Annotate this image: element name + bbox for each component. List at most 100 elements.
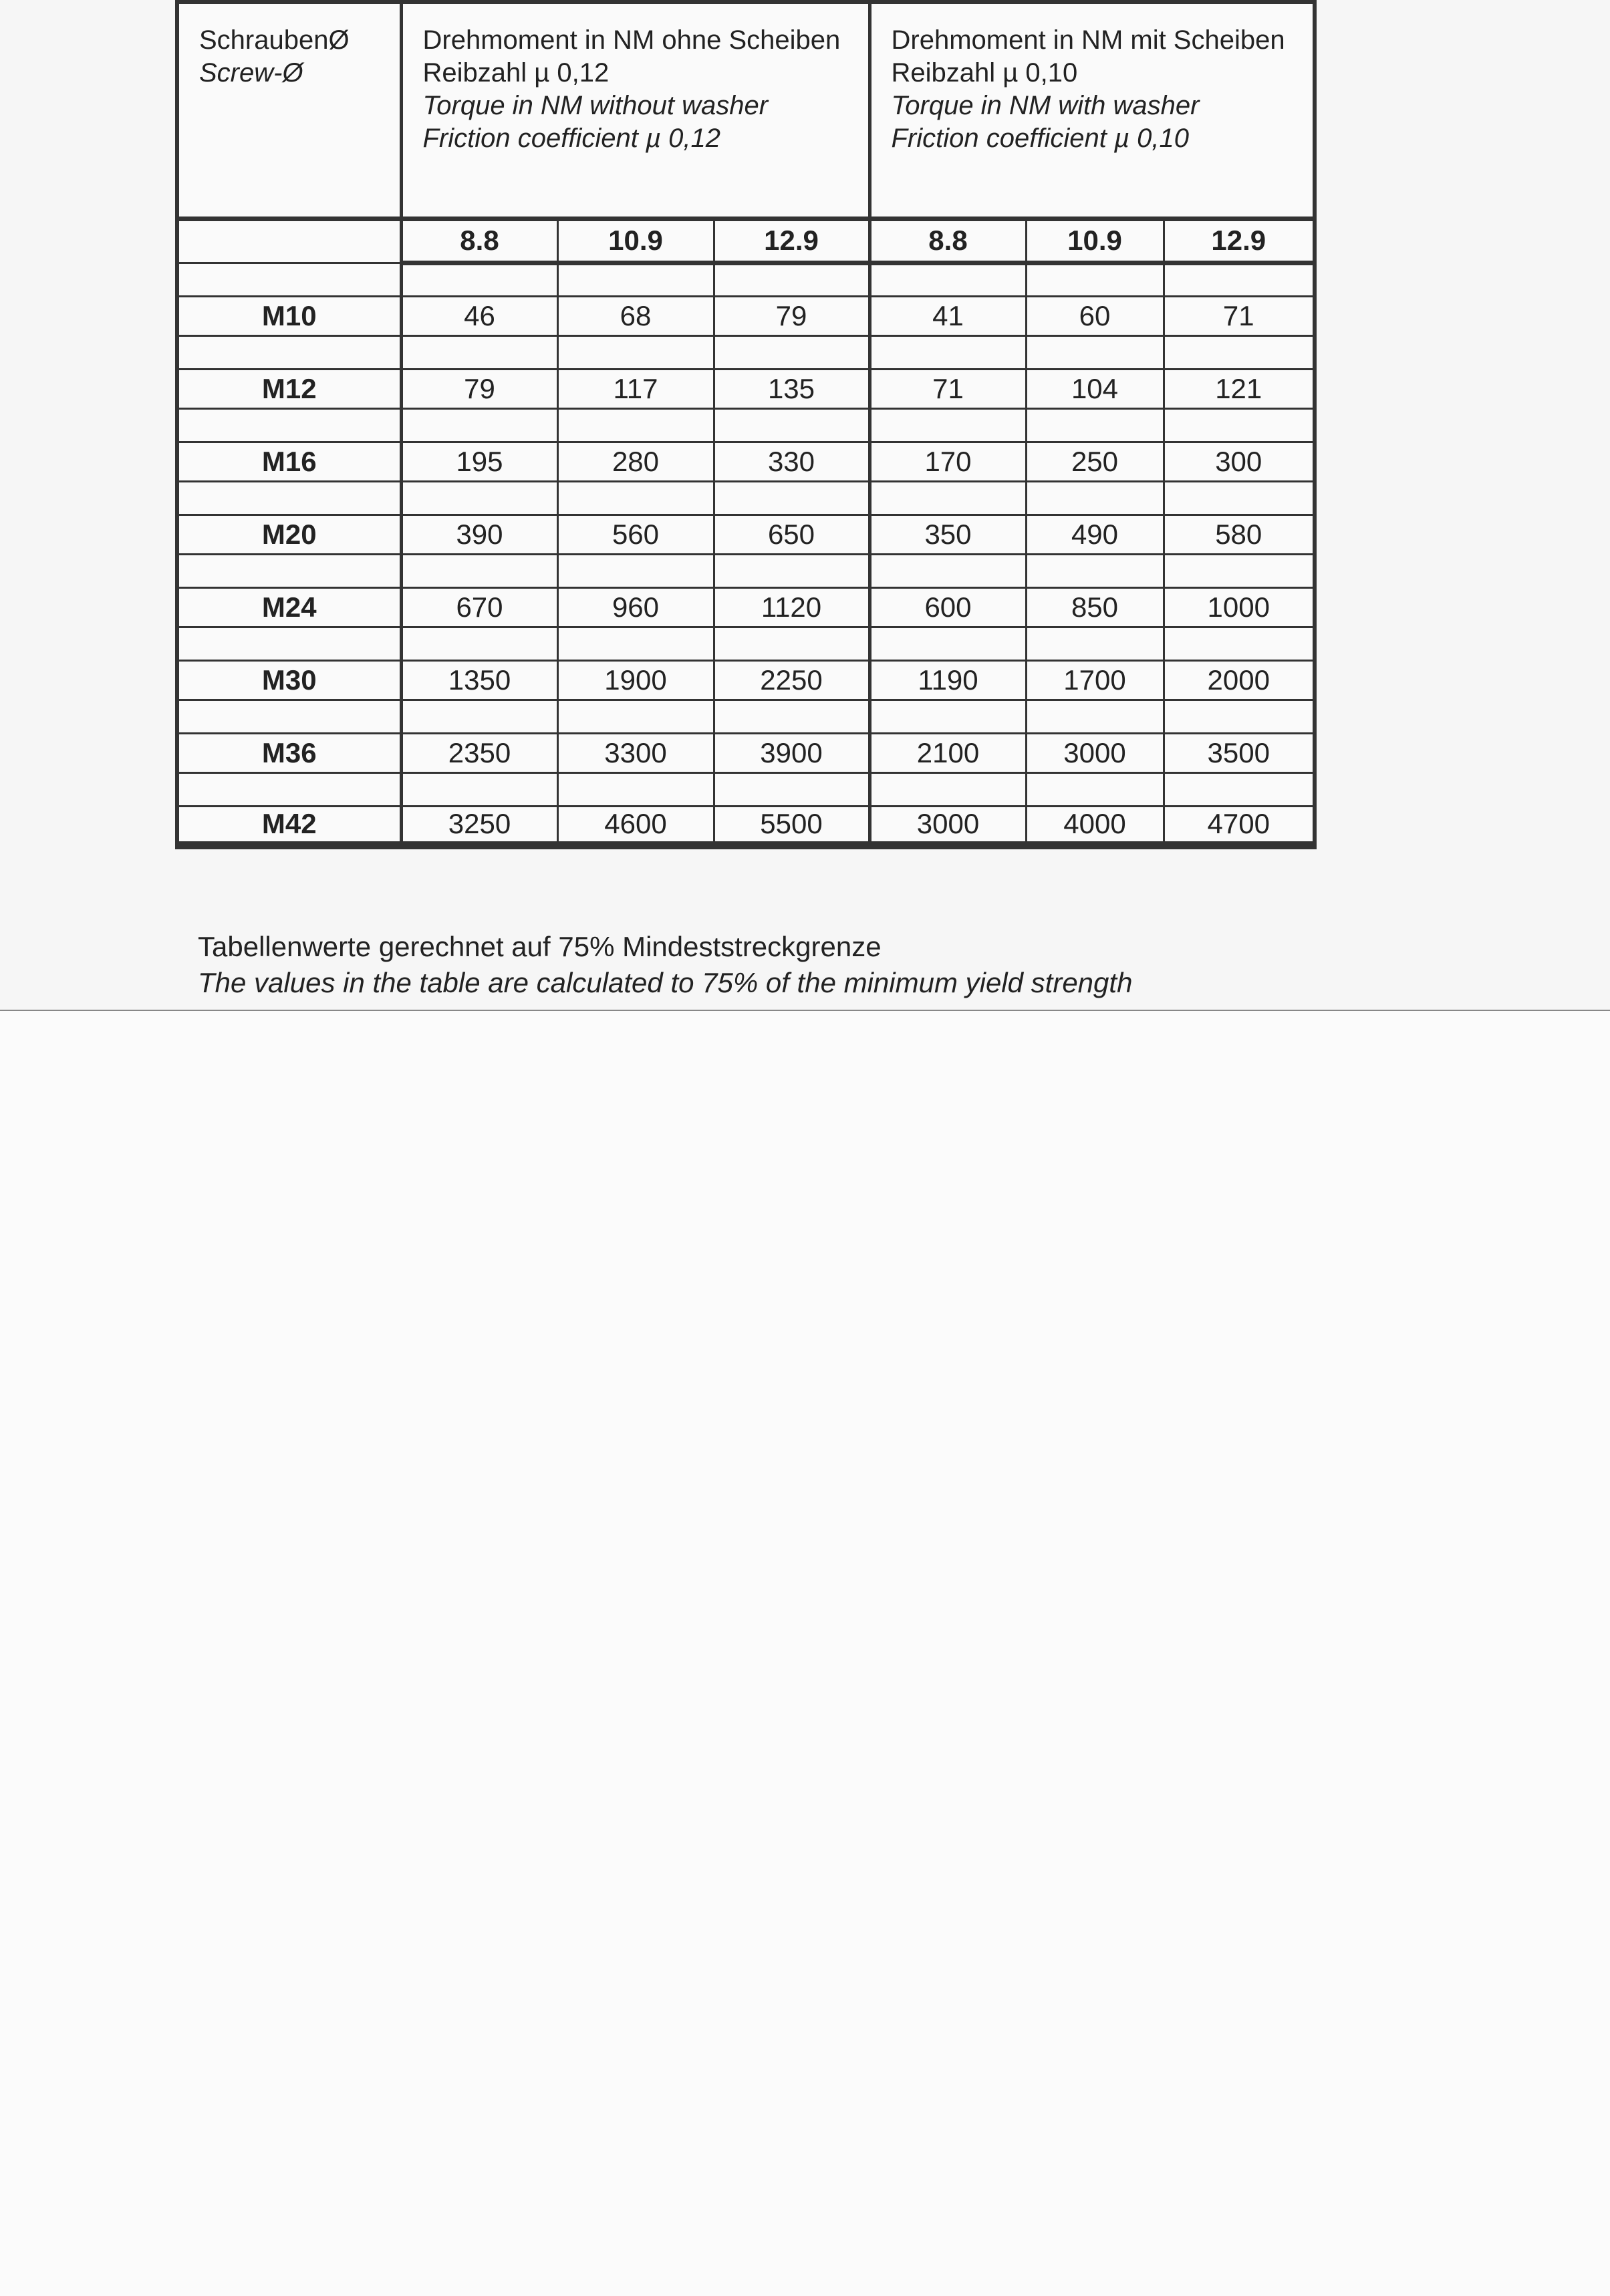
group-title-de: Drehmoment in NM ohne Scheiben (422, 25, 841, 55)
torque-value-cell: 3300 (556, 732, 715, 774)
table-row: M24 670 960 1120 600 850 1000 (176, 586, 1316, 628)
spacer-cell (556, 407, 715, 443)
screw-header-en: Screw-Ø (199, 58, 303, 88)
spacer-cell (176, 334, 402, 370)
screw-size-cell: M42 (176, 805, 402, 847)
torque-value-cell: 3000 (1025, 732, 1165, 774)
spacer-row (176, 698, 1316, 734)
spacer-cell (399, 553, 559, 589)
torque-value-cell: 1700 (1025, 659, 1165, 701)
grade-row: 8.8 10.9 12.9 8.8 10.9 12.9 (176, 217, 1316, 265)
torque-value-cell: 330 (712, 440, 871, 482)
grade-cell: 10.9 (1025, 217, 1165, 265)
spacer-cell (1025, 480, 1165, 516)
spacer-cell (712, 334, 871, 370)
spacer-cell (1162, 553, 1316, 589)
spacer-cell (1025, 553, 1165, 589)
torque-value-cell: 560 (556, 513, 715, 555)
screw-size-cell: M36 (176, 732, 402, 774)
spacer-cell (176, 553, 402, 589)
torque-value-cell: 1000 (1162, 586, 1316, 628)
torque-value-cell: 300 (1162, 440, 1316, 482)
screw-size-cell: M20 (176, 513, 402, 555)
table-row: M42 3250 4600 5500 3000 4000 4700 (176, 805, 1316, 847)
spacer-cell (556, 480, 715, 516)
torque-value-cell: 79 (712, 295, 871, 337)
spacer-cell (556, 553, 715, 589)
group-friction-en: Friction coefficient µ 0,12 (422, 124, 720, 153)
torque-value-cell: 960 (556, 586, 715, 628)
spacer-cell (556, 261, 715, 297)
torque-value-cell: 71 (867, 368, 1027, 410)
spacer-cell (399, 261, 559, 297)
group-friction-en: Friction coefficient µ 0,10 (891, 124, 1189, 153)
screw-size-cell: M12 (176, 368, 402, 410)
grade-cell: 12.9 (1162, 217, 1316, 265)
torque-value-cell: 1190 (867, 659, 1027, 701)
spacer-cell (556, 771, 715, 807)
spacer-cell (399, 771, 559, 807)
group-header-without-washer: Drehmoment in NM ohne Scheiben Reibzahl … (399, 1, 871, 221)
screw-size-cell: M16 (176, 440, 402, 482)
spacer-cell (867, 771, 1027, 807)
spacer-row (176, 553, 1316, 589)
spacer-cell (176, 407, 402, 443)
torque-value-cell: 850 (1025, 586, 1165, 628)
torque-value-cell: 5500 (712, 805, 871, 847)
torque-value-cell: 1350 (399, 659, 559, 701)
group-title-en: Torque in NM with washer (891, 91, 1200, 120)
torque-value-cell: 3500 (1162, 732, 1316, 774)
table-header-row: SchraubenØ Screw-Ø Drehmoment in NM ohne… (176, 1, 1316, 221)
spacer-row (176, 407, 1316, 443)
spacer-cell (712, 698, 871, 734)
spacer-cell (867, 625, 1027, 662)
screw-header: SchraubenØ Screw-Ø (176, 1, 402, 221)
torque-value-cell: 490 (1025, 513, 1165, 555)
torque-value-cell: 71 (1162, 295, 1316, 337)
footnote-en: The values in the table are calculated t… (198, 967, 1133, 998)
torque-value-cell: 121 (1162, 368, 1316, 410)
spacer-cell (399, 625, 559, 662)
spacer-cell (867, 698, 1027, 734)
torque-value-cell: 3250 (399, 805, 559, 847)
table-row: M20 390 560 650 350 490 580 (176, 513, 1316, 555)
torque-value-cell: 650 (712, 513, 871, 555)
spacer-cell (556, 698, 715, 734)
torque-value-cell: 104 (1025, 368, 1165, 410)
torque-value-cell: 2250 (712, 659, 871, 701)
spacer-cell (399, 407, 559, 443)
torque-value-cell: 2000 (1162, 659, 1316, 701)
spacer-cell (399, 334, 559, 370)
torque-value-cell: 135 (712, 368, 871, 410)
torque-value-cell: 670 (399, 586, 559, 628)
spacer-cell (1162, 698, 1316, 734)
spacer-cell (1025, 407, 1165, 443)
torque-value-cell: 3000 (867, 805, 1027, 847)
spacer-row (176, 334, 1316, 370)
torque-value-cell: 4600 (556, 805, 715, 847)
spacer-cell (176, 480, 402, 516)
spacer-cell (712, 553, 871, 589)
grade-cell: 10.9 (556, 217, 715, 265)
torque-value-cell: 117 (556, 368, 715, 410)
grade-cell: 12.9 (712, 217, 871, 265)
spacer-cell (176, 625, 402, 662)
torque-value-cell: 170 (867, 440, 1027, 482)
torque-value-cell: 2100 (867, 732, 1027, 774)
spacer-cell (1162, 334, 1316, 370)
torque-value-cell: 600 (867, 586, 1027, 628)
spacer-cell (176, 771, 402, 807)
spacer-cell (712, 261, 871, 297)
spacer-cell (1025, 261, 1165, 297)
spacer-cell (1162, 407, 1316, 443)
table-footnote: Tabellenwerte gerechnet auf 75% Mindests… (198, 929, 1132, 1001)
spacer-cell (1162, 480, 1316, 516)
table-row: M36 2350 3300 3900 2100 3000 3500 (176, 732, 1316, 774)
screw-size-cell: M10 (176, 295, 402, 337)
spacer-cell (712, 407, 871, 443)
torque-value-cell: 1900 (556, 659, 715, 701)
spacer-cell (712, 480, 871, 516)
group-title-de: Drehmoment in NM mit Scheiben (891, 25, 1285, 55)
spacer-cell (1162, 771, 1316, 807)
spacer-cell (867, 334, 1027, 370)
